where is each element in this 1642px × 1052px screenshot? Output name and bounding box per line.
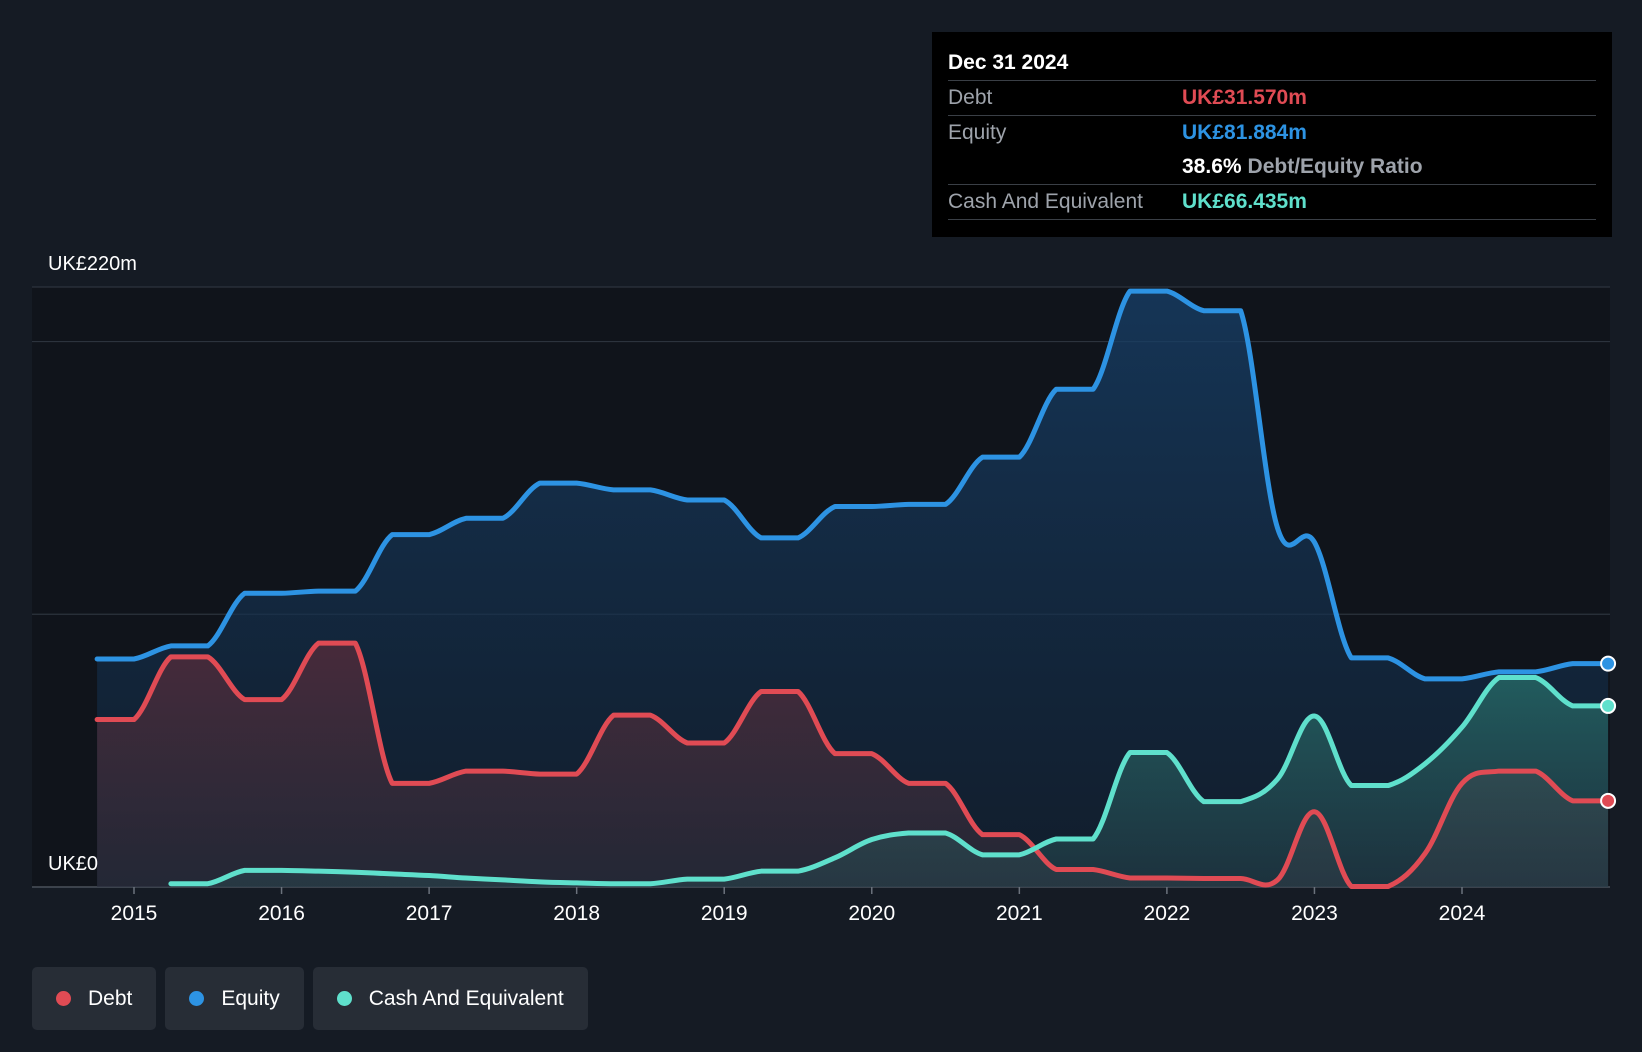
tooltip-cash-row: Cash And Equivalent UK£66.435m [948, 185, 1596, 220]
equity-area [97, 291, 1609, 887]
x-tick-label: 2021 [996, 902, 1043, 925]
x-tick-label: 2018 [553, 902, 600, 925]
legend-item-debt[interactable]: Debt [32, 967, 157, 1030]
cash-dot-icon [336, 991, 352, 1006]
tooltip-debt-label: Debt [948, 86, 993, 109]
tooltip-equity-label: Equity [948, 121, 1007, 144]
equity-end-marker[interactable] [1600, 655, 1617, 672]
x-tick-label: 2020 [848, 902, 895, 925]
x-tick-label: 2023 [1291, 902, 1338, 925]
y-axis-top-label: UK£220m [48, 253, 137, 275]
tooltip-equity-row: Equity UK£81.884m [948, 116, 1596, 150]
debt-end-marker[interactable] [1600, 792, 1617, 809]
cash-end-marker[interactable] [1600, 697, 1617, 714]
tooltip: Dec 31 2024 Debt UK£31.570m Equity UK£81… [932, 32, 1612, 237]
legend: Debt Equity Cash And Equivalent [32, 967, 588, 1030]
tooltip-cash-label: Cash And Equivalent [948, 190, 1143, 213]
tooltip-cash-value: UK£66.435m [1182, 190, 1307, 213]
legend-cash-label: Cash And Equivalent [368, 986, 564, 1010]
cash-area [170, 677, 1609, 887]
legend-debt-label: Debt [88, 986, 133, 1010]
x-tick-label: 2016 [258, 902, 305, 925]
tooltip-ratio-label: Debt/Equity Ratio [1247, 155, 1423, 178]
equity-dot-icon [189, 991, 205, 1006]
x-tick-label: 2024 [1439, 902, 1486, 925]
equity-line [94, 288, 1611, 682]
legend-item-equity[interactable]: Equity [165, 967, 304, 1030]
x-tick-label: 2022 [1144, 902, 1191, 925]
tooltip-debt-value: UK£31.570m [1182, 86, 1307, 109]
tooltip-ratio-row: 38.6% Debt/Equity Ratio [948, 150, 1596, 185]
x-tick-label: 2015 [111, 902, 158, 925]
legend-equity-label: Equity [221, 986, 280, 1010]
tooltip-debt-row: Debt UK£31.570m [948, 81, 1596, 116]
tooltip-equity-value: UK£81.884m [1182, 121, 1307, 144]
tooltip-ratio-value: 38.6% [1182, 155, 1242, 178]
x-tick-label: 2017 [406, 902, 453, 925]
y-axis-bottom-label: UK£0 [48, 853, 98, 875]
tooltip-date: Dec 31 2024 [948, 46, 1596, 81]
legend-item-cash[interactable]: Cash And Equivalent [312, 967, 588, 1030]
cash-line [168, 675, 1611, 887]
x-tick-label: 2019 [701, 902, 748, 925]
debt-area [97, 643, 1609, 887]
debt-line [94, 640, 1611, 889]
debt-dot-icon [56, 991, 71, 1006]
